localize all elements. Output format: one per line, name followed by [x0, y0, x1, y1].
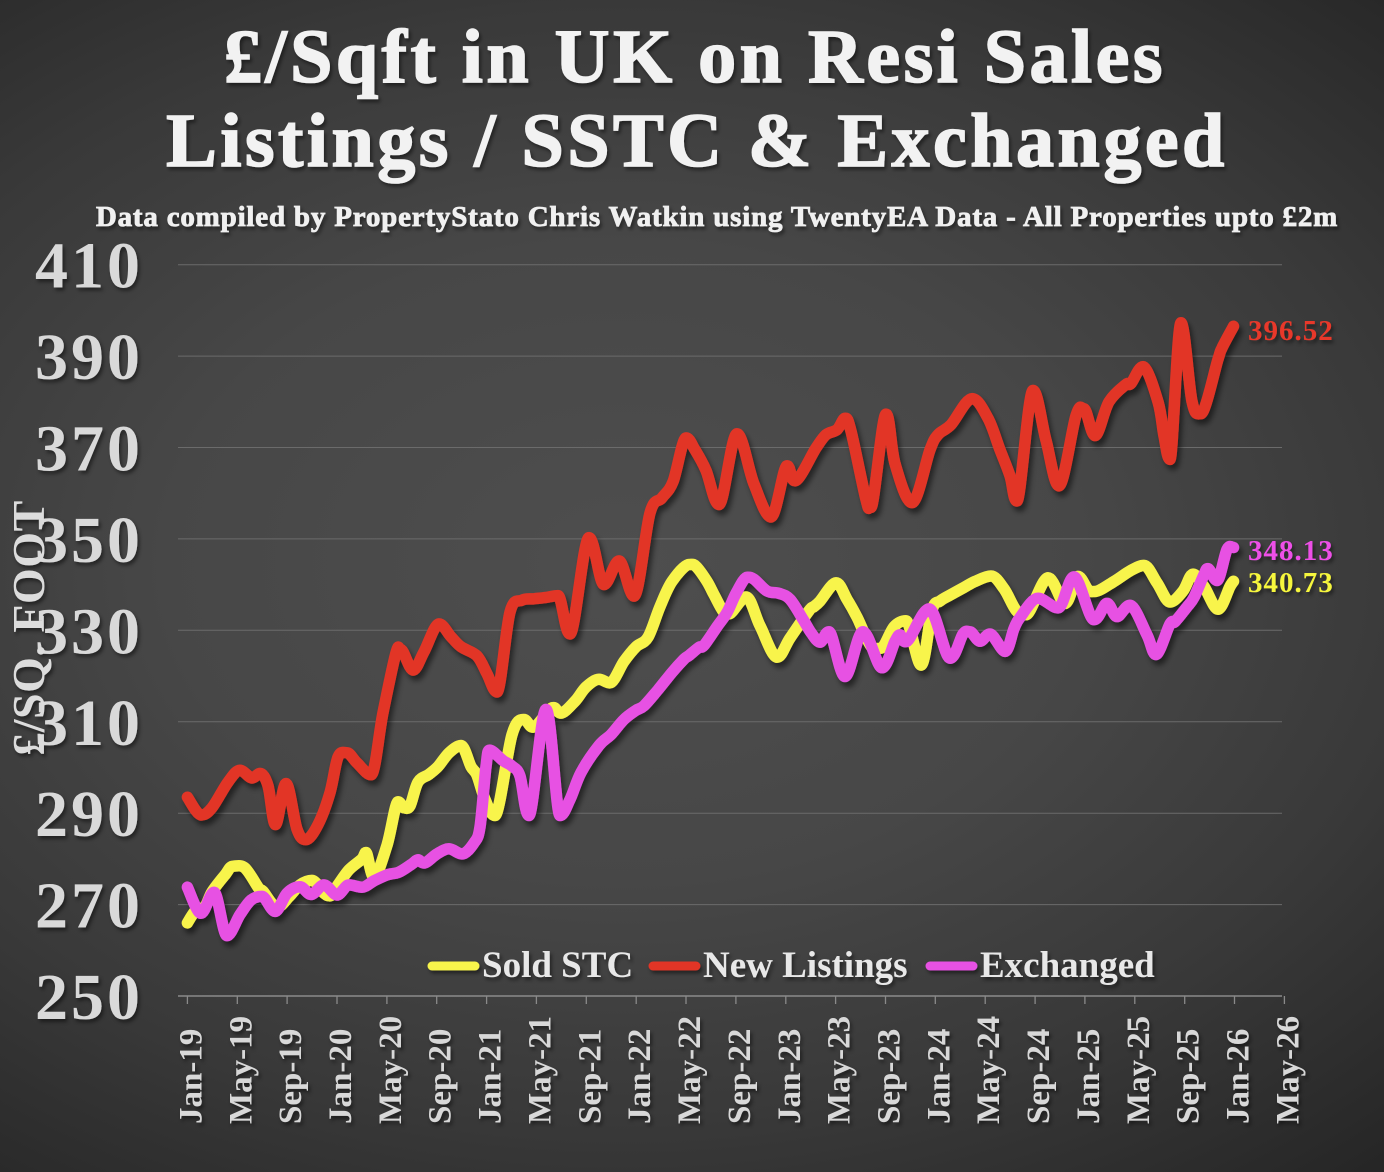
svg-text:Sep-23: Sep-23: [872, 1029, 908, 1124]
svg-text:£/SQ. FOOT: £/SQ. FOOT: [3, 500, 54, 755]
svg-text:Sold STC: Sold STC: [482, 945, 633, 986]
svg-text:£/Sqft in UK on Resi Sales: £/Sqft in UK on Resi Sales: [224, 15, 1166, 99]
svg-text:May-23: May-23: [822, 1016, 858, 1124]
svg-text:396.52: 396.52: [1248, 315, 1334, 347]
svg-text:330: 330: [35, 595, 143, 668]
svg-text:310: 310: [35, 687, 143, 760]
svg-text:350: 350: [35, 504, 143, 577]
svg-text:Jan-20: Jan-20: [323, 1029, 359, 1124]
svg-text:270: 270: [35, 870, 143, 943]
svg-text:May-22: May-22: [672, 1016, 708, 1124]
svg-text:Listings / SSTC & Exchanged: Listings / SSTC & Exchanged: [166, 99, 1228, 183]
svg-text:290: 290: [35, 778, 143, 851]
svg-text:Exchanged: Exchanged: [980, 945, 1155, 986]
svg-text:May-25: May-25: [1121, 1016, 1157, 1124]
svg-text:Data compiled by PropertyStato: Data compiled by PropertyStato Chris Wat…: [96, 201, 1338, 233]
svg-text:Sep-25: Sep-25: [1171, 1029, 1207, 1124]
svg-text:Jan-19: Jan-19: [173, 1029, 209, 1124]
svg-text:Jan-25: Jan-25: [1071, 1029, 1107, 1124]
svg-text:Jan-22: Jan-22: [622, 1029, 658, 1124]
svg-text:Sep-21: Sep-21: [572, 1029, 608, 1124]
svg-text:May-19: May-19: [223, 1016, 259, 1124]
svg-text:390: 390: [35, 321, 143, 394]
svg-text:340.73: 340.73: [1248, 567, 1334, 599]
svg-text:250: 250: [35, 961, 143, 1034]
svg-text:370: 370: [35, 413, 143, 486]
svg-text:Sep-20: Sep-20: [423, 1029, 459, 1124]
svg-text:May-21: May-21: [522, 1016, 558, 1124]
svg-text:Sep-19: Sep-19: [273, 1029, 309, 1124]
svg-text:Sep-24: Sep-24: [1021, 1029, 1057, 1124]
svg-text:Jan-24: Jan-24: [921, 1029, 957, 1124]
svg-text:New Listings: New Listings: [703, 945, 908, 986]
svg-text:Jan-21: Jan-21: [473, 1029, 509, 1124]
svg-text:Sep-22: Sep-22: [722, 1029, 758, 1124]
svg-text:May-26: May-26: [1270, 1016, 1306, 1124]
svg-text:410: 410: [35, 230, 143, 303]
svg-text:May-20: May-20: [373, 1016, 409, 1124]
svg-text:May-24: May-24: [971, 1016, 1007, 1124]
svg-text:Jan-26: Jan-26: [1221, 1029, 1257, 1124]
svg-text:348.13: 348.13: [1248, 535, 1334, 567]
svg-text:Jan-23: Jan-23: [772, 1029, 808, 1124]
